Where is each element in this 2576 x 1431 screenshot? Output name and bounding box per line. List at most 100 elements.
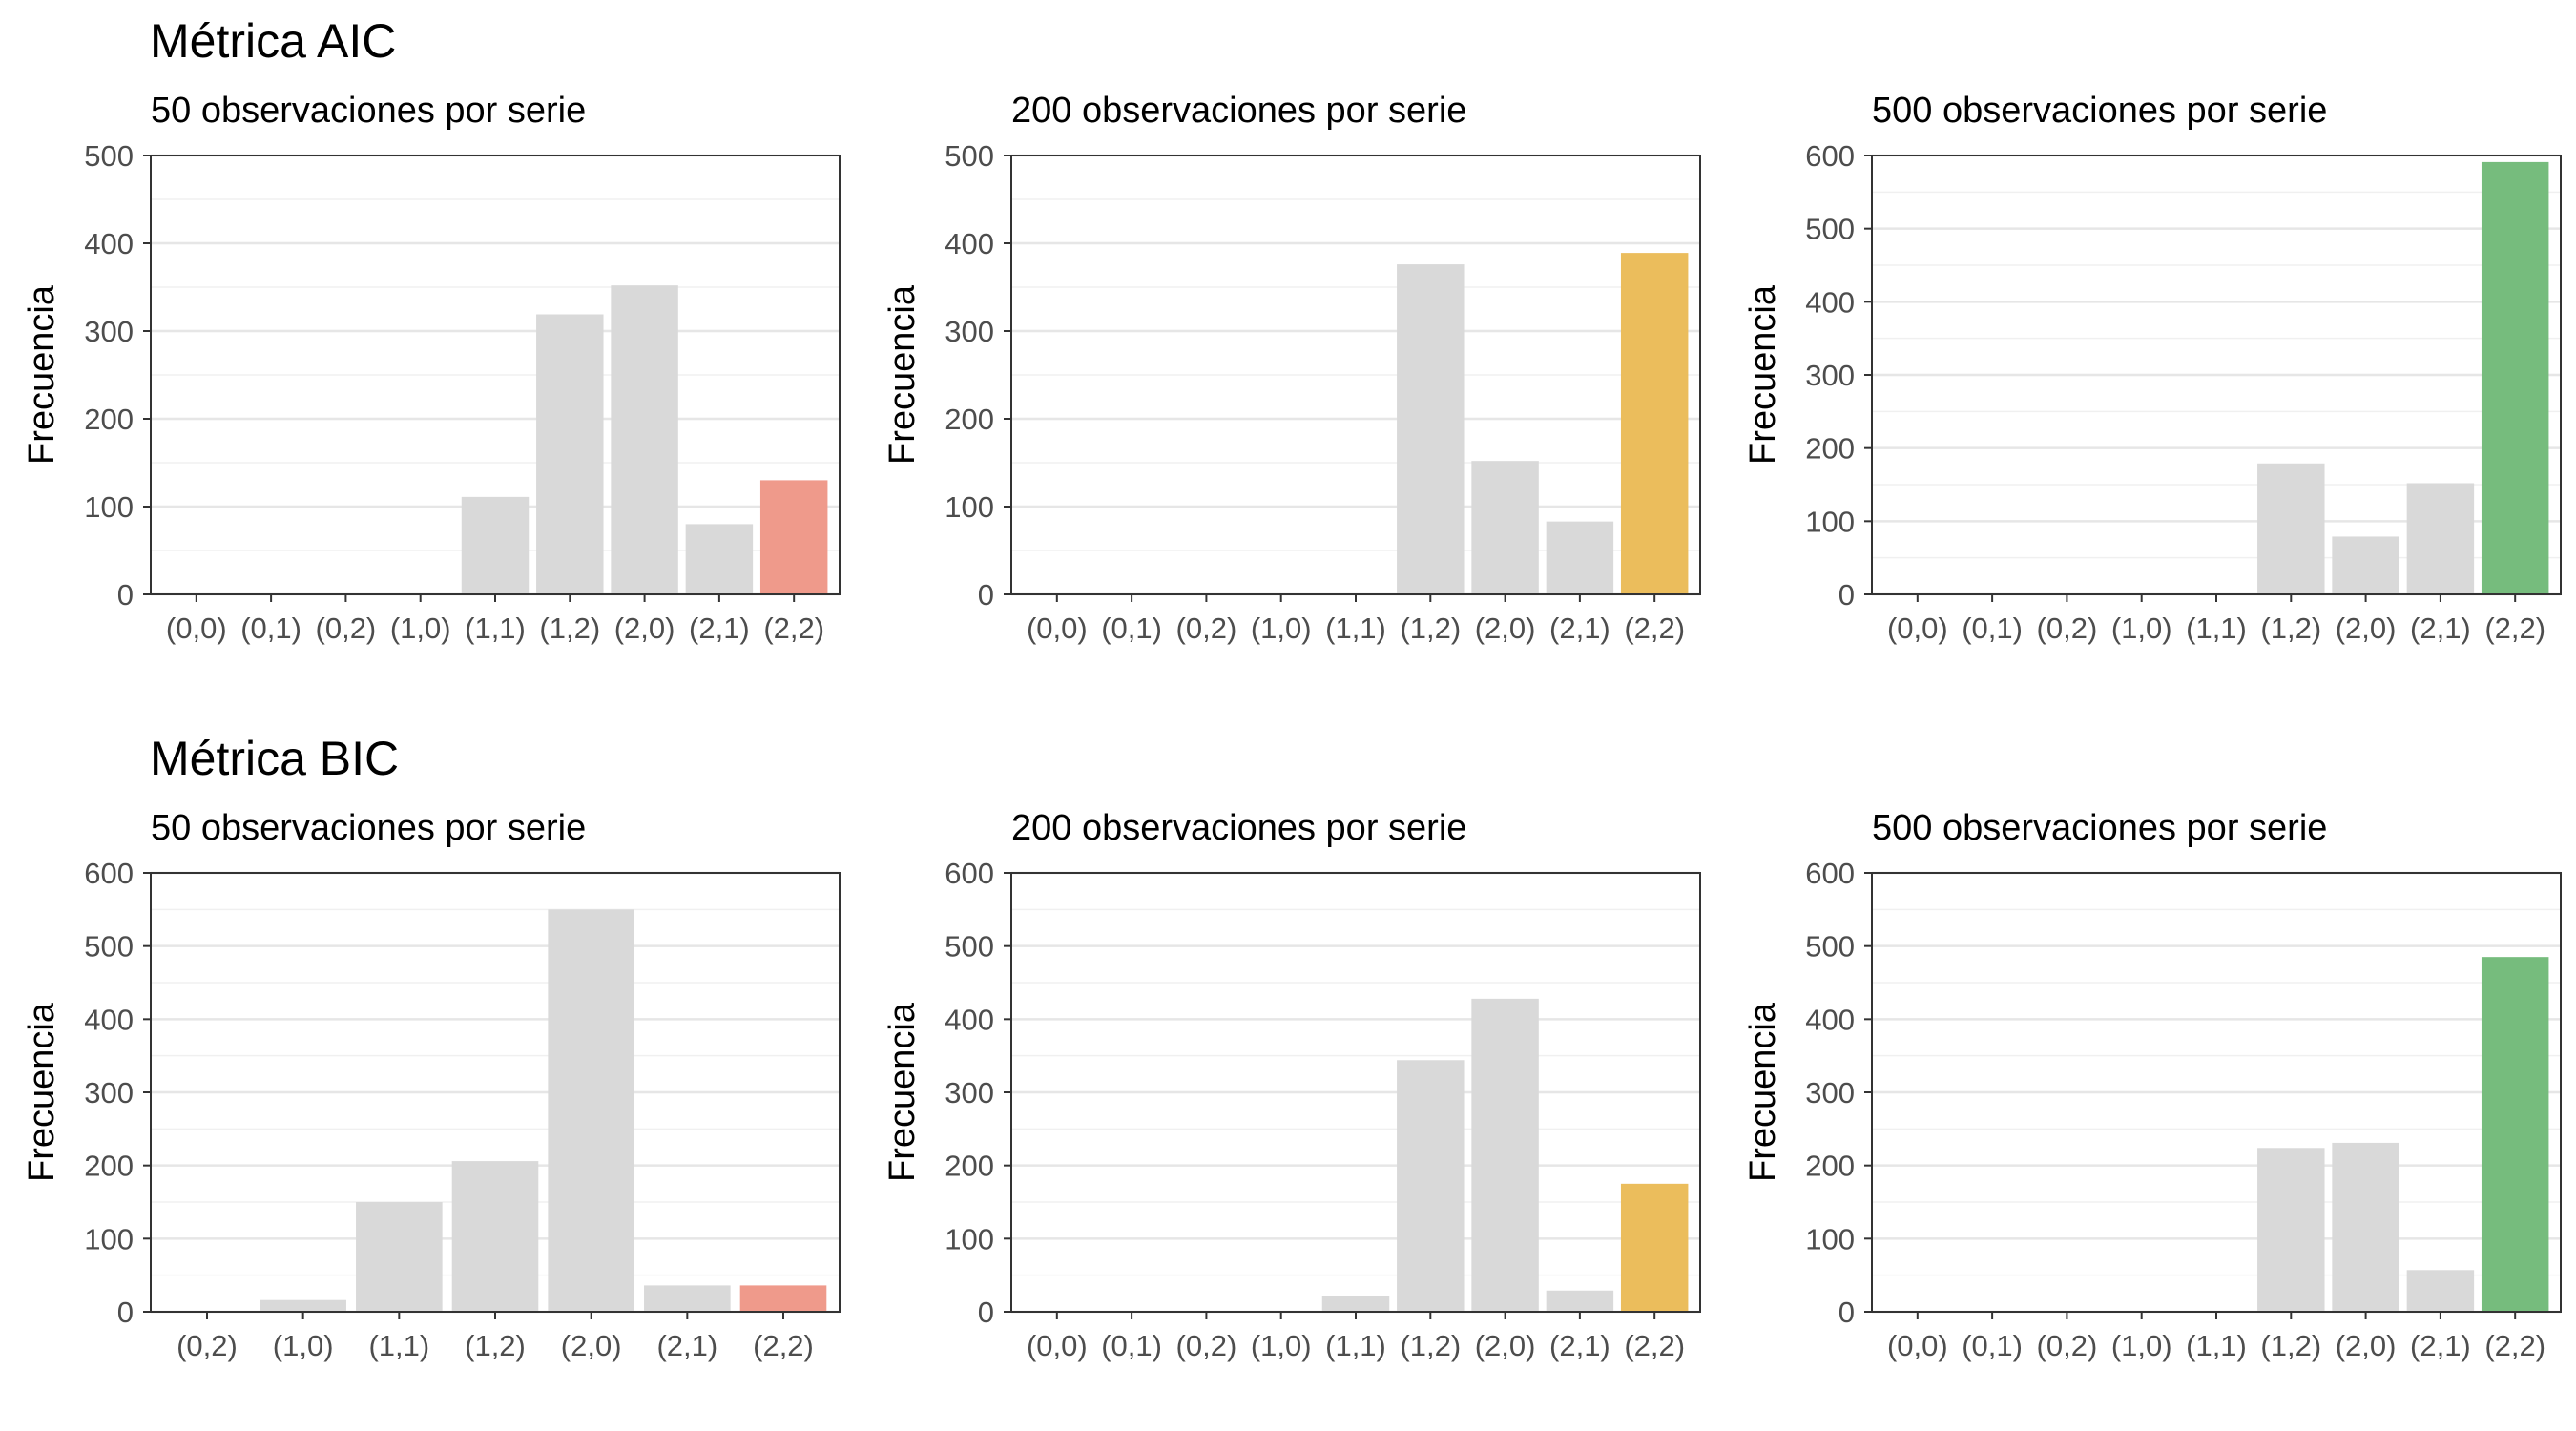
bar-12 [2257, 1148, 2325, 1312]
panel-frame [1871, 872, 2562, 1313]
x-tick-label: (0,0) [1887, 1329, 1948, 1362]
y-axis-title: Frecuencia [22, 1002, 62, 1182]
x-tick-label: (2,0) [2336, 612, 2397, 645]
x-tick-label: (1,0) [273, 1329, 334, 1362]
panel-frame [1010, 155, 1701, 595]
y-axis-title: Frecuencia [883, 1002, 923, 1182]
y-tick-label: 200 [1805, 1150, 1855, 1183]
y-tick-label: 300 [1805, 359, 1855, 392]
panel-title: 50 observaciones por serie [151, 808, 586, 848]
x-tick-label: (1,2) [1400, 1329, 1461, 1362]
panel-3: 500 observaciones por serie (0,0) (0,1) (0,… [1743, 91, 2562, 645]
x-tick-label: (0,2) [177, 1329, 238, 1362]
y-tick-label: 400 [84, 1003, 134, 1036]
x-tick-label: (1,2) [2260, 612, 2321, 645]
y-tick-label: 600 [945, 857, 994, 890]
bar-11 [461, 496, 530, 594]
x-tick-label: (2,1) [1549, 1329, 1610, 1362]
y-tick-label: 300 [945, 315, 994, 348]
x-tick-label: (2,2) [2484, 612, 2545, 645]
y-tick-label: 200 [945, 1150, 994, 1183]
panels: 50 observaciones por serie (0,0) (0,1) (0,2… [22, 91, 2562, 1362]
bar-20 [2332, 536, 2399, 594]
bar-22 [1620, 253, 1689, 594]
x-tick-label: (2,1) [2410, 1329, 2471, 1362]
bar-21 [1546, 1290, 1614, 1312]
panel-title: 500 observaciones por serie [1872, 808, 2327, 848]
y-tick-label: 400 [84, 227, 134, 260]
bar-11 [1321, 1296, 1390, 1312]
x-tick-label: (0,0) [1887, 612, 1948, 645]
y-tick-label: 400 [1805, 285, 1855, 319]
y-tick-label: 500 [84, 930, 134, 964]
bar-12 [1397, 264, 1465, 594]
x-tick-label: (0,1) [1962, 612, 2023, 645]
x-tick-label: (2,0) [1475, 612, 1536, 645]
x-tick-label: (2,0) [2336, 1329, 2397, 1362]
y-tick-label: 300 [945, 1076, 994, 1110]
panel-2: 200 observaciones por serie (0,0) (0,1) (0,… [883, 91, 1701, 645]
bar-21 [1546, 521, 1614, 594]
x-tick-label: (0,2) [1176, 612, 1237, 645]
x-tick-label: (1,1) [2186, 1329, 2247, 1362]
bar-22 [759, 480, 828, 594]
x-tick-label: (1,2) [2260, 1329, 2321, 1362]
y-tick-label: 100 [1805, 505, 1855, 538]
bar-22 [1620, 1183, 1689, 1312]
bar-20 [1471, 461, 1539, 594]
y-tick-label: 600 [84, 857, 134, 890]
x-tick-label: (0,1) [1101, 1329, 1162, 1362]
y-tick-label: 300 [84, 1076, 134, 1110]
x-tick-label: (1,0) [1251, 1329, 1312, 1362]
y-tick-label: 0 [978, 1296, 994, 1329]
y-tick-label: 300 [84, 315, 134, 348]
panel-4: 50 observaciones por serie (0,2) (1,0) (1,1… [22, 808, 841, 1362]
bar-20 [548, 909, 634, 1312]
y-tick-label: 400 [945, 1003, 994, 1036]
x-tick-label: (1,0) [390, 612, 451, 645]
bar-22 [2481, 957, 2549, 1312]
bar-12 [536, 314, 604, 594]
y-tick-label: 100 [84, 1222, 134, 1255]
x-tick-label: (2,2) [1624, 612, 1685, 645]
panel-title: 200 observaciones por serie [1011, 808, 1466, 848]
y-axis-title: Frecuencia [883, 284, 923, 465]
x-tick-label: (0,0) [1027, 1329, 1088, 1362]
y-axis-title: Frecuencia [1743, 1002, 1783, 1182]
x-tick-label: (2,2) [763, 612, 824, 645]
x-tick-label: (0,2) [1176, 1329, 1237, 1362]
y-tick-label: 200 [84, 403, 134, 436]
x-tick-label: (2,0) [1475, 1329, 1536, 1362]
x-tick-label: (0,1) [1101, 612, 1162, 645]
bar-20 [611, 285, 678, 594]
y-tick-label: 500 [945, 930, 994, 964]
x-tick-label: (1,1) [368, 1329, 429, 1362]
x-tick-label: (1,2) [465, 1329, 526, 1362]
bar-22 [739, 1285, 827, 1312]
y-tick-label: 500 [945, 139, 994, 173]
x-tick-label: (2,1) [2410, 612, 2471, 645]
y-tick-label: 600 [1805, 139, 1855, 173]
y-axis-title: Frecuencia [22, 284, 62, 465]
x-tick-label: (2,1) [1549, 612, 1610, 645]
x-tick-label: (2,1) [689, 612, 750, 645]
panel-frame [150, 155, 841, 595]
panel-title: 50 observaciones por serie [151, 91, 586, 131]
y-tick-label: 100 [945, 1222, 994, 1255]
bar-21 [2406, 1270, 2475, 1312]
bar-21 [685, 524, 754, 594]
y-tick-label: 500 [1805, 930, 1855, 964]
section-title-aic: Métrica AIC [150, 14, 396, 68]
bar-20 [1471, 998, 1539, 1312]
panel-6: 500 observaciones por serie (0,0) (0,1) (0,… [1743, 808, 2562, 1362]
x-tick-label: (2,0) [614, 612, 675, 645]
x-tick-label: (0,1) [1962, 1329, 2023, 1362]
y-tick-label: 0 [1839, 1296, 1855, 1329]
bar-11 [356, 1202, 443, 1312]
x-tick-label: (1,1) [1325, 1329, 1386, 1362]
x-tick-label: (1,2) [1400, 612, 1461, 645]
y-tick-label: 300 [1805, 1076, 1855, 1110]
panel-1: 50 observaciones por serie (0,0) (0,1) (0,2… [22, 91, 841, 645]
x-tick-label: (0,0) [166, 612, 227, 645]
